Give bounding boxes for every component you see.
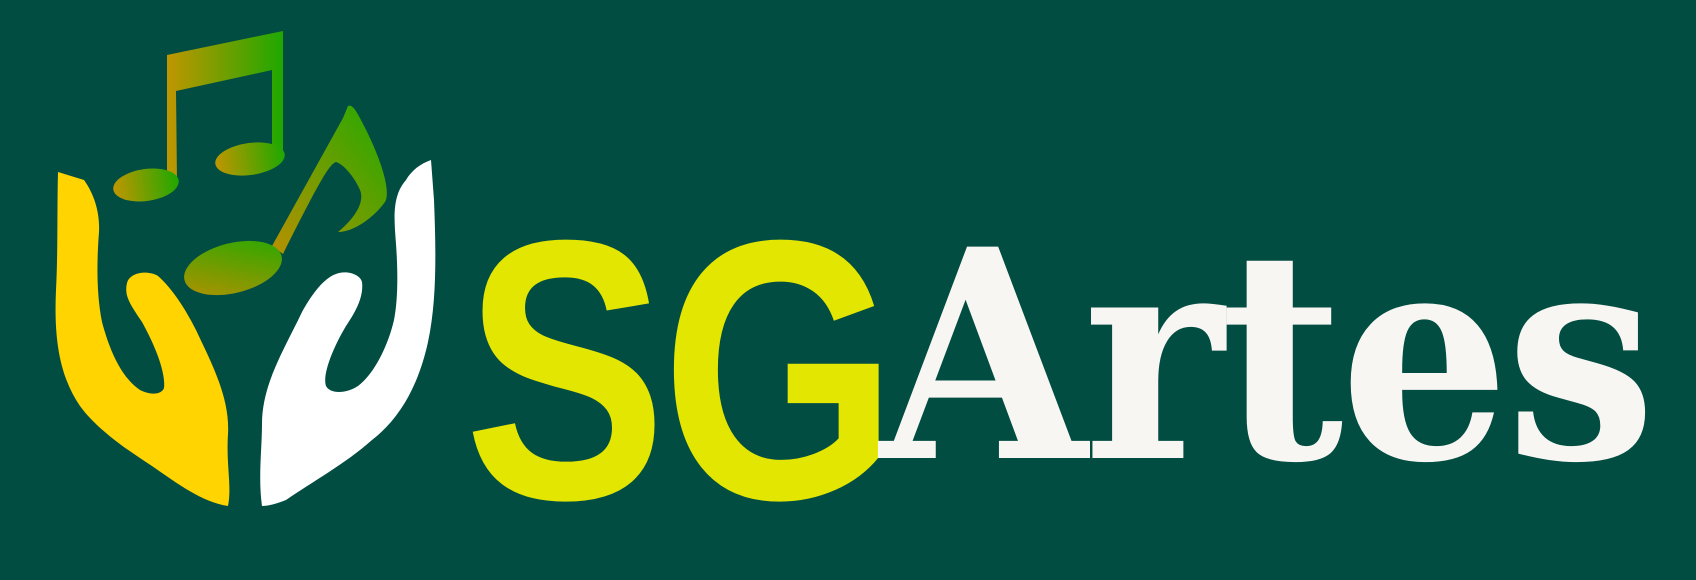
brand-sg-text: SG <box>464 164 897 577</box>
left-hand-icon <box>55 172 230 506</box>
eighth-music-note-icon <box>184 105 387 296</box>
right-hand-icon <box>260 160 436 506</box>
double-music-note-icon <box>113 31 285 202</box>
brand-artes-text: Artes <box>880 187 1656 527</box>
